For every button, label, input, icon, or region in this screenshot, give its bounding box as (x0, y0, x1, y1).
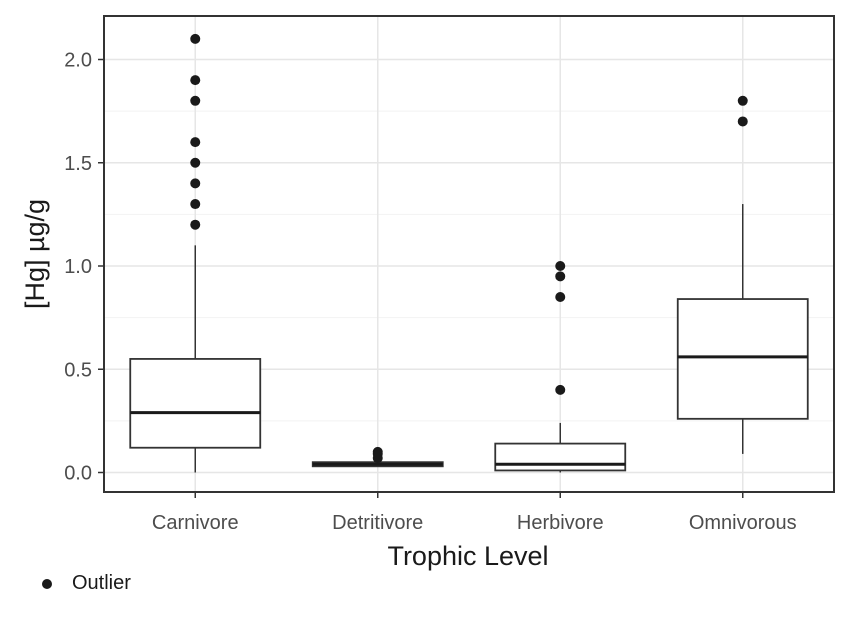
plot-frame (103, 15, 835, 493)
box-omnivorous (676, 95, 809, 454)
boxes (129, 33, 809, 473)
outlier-point (190, 157, 201, 168)
y-tick-label: 1.0 (64, 256, 92, 278)
outlier-point (190, 95, 201, 106)
x-tick-label: Carnivore (152, 512, 239, 534)
box-iqr (676, 298, 809, 420)
box-iqr (129, 358, 262, 449)
outlier-point (190, 33, 201, 44)
outlier-point (190, 178, 201, 189)
outlier-point (190, 199, 201, 210)
box-herbivore (494, 261, 627, 473)
y-axis-title: [Hg] µg/g (20, 199, 50, 309)
box-detritivore (311, 446, 444, 468)
outlier-marker-icon (42, 578, 52, 589)
y-axis: 0.0 0.5 1.0 1.5 2.0 (64, 50, 104, 485)
x-axis-title: Trophic Level (387, 541, 548, 571)
legend-label: Outlier (72, 572, 131, 594)
y-tick-label: 0.5 (64, 359, 92, 381)
x-tick-label: Herbivore (517, 512, 604, 534)
x-tick-label: Detritivore (332, 512, 423, 534)
outlier-point (190, 75, 201, 86)
outlier-point (737, 116, 748, 127)
x-tick-label: Omnivorous (689, 512, 797, 534)
x-axis: Carnivore Detritivore Herbivore Omnivorous (152, 492, 797, 534)
y-tick-label: 0.0 (64, 463, 92, 485)
outlier-point (190, 219, 201, 230)
y-tick-label: 1.5 (64, 153, 92, 175)
outlier-point (372, 446, 383, 457)
box-carnivore (129, 33, 262, 473)
legend: Outlier (42, 572, 131, 595)
box-iqr (494, 442, 627, 472)
outlier-point (555, 384, 566, 395)
y-tick-label: 2.0 (64, 50, 92, 72)
outlier-point (555, 261, 566, 271)
outlier-point (737, 95, 748, 106)
outlier-point (555, 271, 566, 282)
outlier-point (555, 291, 566, 302)
outlier-point (190, 137, 201, 148)
